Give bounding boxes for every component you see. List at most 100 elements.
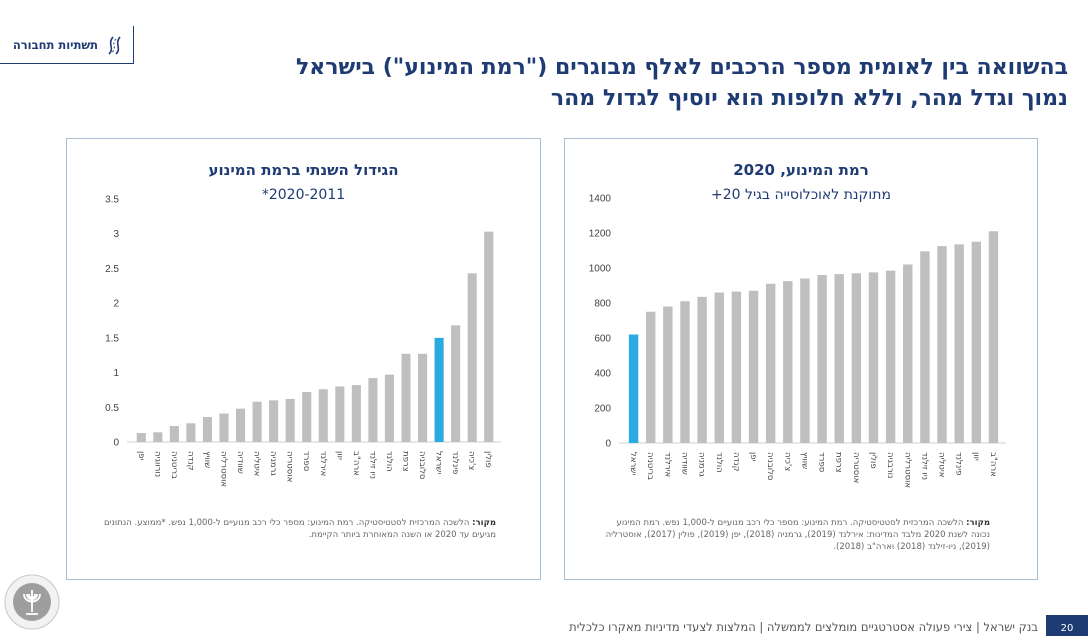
x-tick-label: פולין xyxy=(483,451,493,468)
bar xyxy=(868,272,879,443)
x-tick-label: נורווגיה xyxy=(152,451,162,477)
bar xyxy=(434,337,444,442)
x-tick-label: קנדה xyxy=(731,452,741,472)
y-tick-label: 3.5 xyxy=(105,195,119,206)
bar xyxy=(783,281,793,443)
bar xyxy=(748,290,759,443)
y-tick-label: 0.5 xyxy=(105,403,119,414)
x-tick-label: יפן xyxy=(136,451,146,461)
x-tick-label: בריטניה xyxy=(169,451,179,479)
y-tick-label: 0 xyxy=(605,439,611,450)
bar xyxy=(269,400,279,442)
x-tick-label: אוסטריה xyxy=(285,451,295,482)
bar xyxy=(335,386,345,442)
x-tick-label: אוסטרליה xyxy=(219,451,229,487)
y-tick-label: 600 xyxy=(594,334,611,345)
bar xyxy=(714,292,724,443)
bar xyxy=(903,264,913,443)
x-tick-label: הולנד xyxy=(714,452,724,473)
bar xyxy=(765,283,776,443)
y-tick-label: 0 xyxy=(113,438,119,449)
x-tick-label: ארה"ב xyxy=(988,452,998,477)
x-tick-label: יוון xyxy=(971,452,981,461)
bar xyxy=(800,278,810,443)
y-tick-label: 400 xyxy=(594,369,611,380)
source-note: מקור: הלשכה המרכזית לסטטיסטיקה. רמת המינ… xyxy=(91,517,496,541)
bar xyxy=(136,432,146,442)
bar xyxy=(186,423,196,442)
bar xyxy=(318,389,328,442)
x-tick-label: גרמניה xyxy=(268,451,278,476)
bar xyxy=(451,325,461,442)
x-tick-label: גרמניה xyxy=(697,452,707,477)
title-line-1: בהשוואה בין לאומית מספר הרכבים לאלף מבוג… xyxy=(295,55,1068,80)
x-tick-label: ספרד xyxy=(817,452,827,473)
x-tick-label: נורבגיה xyxy=(885,452,895,478)
y-tick-label: 1.5 xyxy=(105,333,119,344)
x-tick-label: שוודיה xyxy=(235,451,245,474)
bar xyxy=(235,408,246,442)
road-icon xyxy=(108,35,121,55)
x-tick-label: ניו זילנד xyxy=(367,451,377,479)
x-tick-label: צ'כיה xyxy=(467,451,477,470)
x-tick-label: אוסטריה xyxy=(851,452,861,483)
bar xyxy=(302,392,312,442)
y-tick-label: 1 xyxy=(113,368,119,379)
source-text: הלשכה המרכזית לסטטיסטיקה. רמת המינוע: מס… xyxy=(103,518,496,540)
x-tick-label: בריטניה xyxy=(645,452,655,480)
x-tick-label: יוון xyxy=(334,451,344,460)
chart-title: הגידול השנתי ברמת המינוע xyxy=(208,161,399,179)
x-tick-label: איטליה xyxy=(937,452,947,477)
growth-chart-panel: הגידול השנתי ברמת המינוע 2020-2011* 0 0.5… xyxy=(66,138,541,580)
bar xyxy=(202,417,213,442)
x-tick-label: יפן xyxy=(748,452,758,462)
bar xyxy=(680,301,690,443)
x-tick-label: שוויץ xyxy=(202,451,212,468)
bar xyxy=(628,334,639,443)
x-tick-label: איטליה xyxy=(252,451,262,476)
bar xyxy=(954,244,964,443)
x-tick-label: צ'כיה xyxy=(782,452,792,471)
bar xyxy=(401,353,411,442)
bar xyxy=(851,273,862,443)
y-tick-label: 800 xyxy=(594,299,611,310)
topic-box: תשתיות תחבורה xyxy=(0,26,134,64)
bank-of-israel-logo xyxy=(4,574,60,630)
bar xyxy=(484,231,494,442)
x-tick-label: פינלנד xyxy=(450,451,460,475)
y-tick-label: 2.5 xyxy=(105,264,119,275)
y-tick-label: 1200 xyxy=(589,229,612,240)
source-note: מקור: הלשכה המרכזית לסטטיסטיקה. רמת המינ… xyxy=(595,517,990,553)
x-tick-label: שוודיה xyxy=(679,452,689,475)
x-tick-label: ניו זילנד xyxy=(919,452,929,480)
x-tick-label: ארה"ב xyxy=(351,451,361,476)
source-label: מקור: xyxy=(966,518,990,528)
bar xyxy=(153,432,163,442)
x-tick-label: ספרד xyxy=(301,451,311,472)
motorization-chart-panel: רמת המינוע, 2020 מתוקנת לאוכלוסייה בגיל … xyxy=(564,138,1038,580)
x-tick-label: הולנד xyxy=(384,451,394,472)
x-tick-label: אירלנד xyxy=(662,452,672,477)
x-tick-label: אוסטרליה xyxy=(902,452,912,488)
x-tick-label: ישראל xyxy=(434,451,444,474)
topic-label: תשתיות תחבורה xyxy=(12,37,98,52)
bar xyxy=(645,311,656,443)
bar xyxy=(920,251,930,443)
title-line-2: נמוך וגדל מהר, וללא חלופות הוא יוסיף לגד… xyxy=(550,86,1068,111)
x-tick-label: סלובניה xyxy=(765,452,775,481)
x-tick-label: ישראל xyxy=(628,452,638,475)
growth-bar-chart: 0 0.5 1 1.5 2 2.5 3 3.5 יפן נורווגיה בריטניה קנדה שו… xyxy=(105,195,501,487)
bar xyxy=(817,275,827,443)
y-tick-label: 200 xyxy=(594,404,611,415)
slide-title: בהשוואה בין לאומית מספר הרכבים לאלף מבוג… xyxy=(168,52,1068,114)
bar xyxy=(368,378,378,442)
x-tick-label: שוויץ xyxy=(799,452,809,469)
x-tick-label: פולין xyxy=(868,452,878,469)
y-tick-label: 1400 xyxy=(589,194,612,205)
chart-title: רמת המינוע, 2020 xyxy=(733,161,869,179)
bar xyxy=(988,231,999,443)
x-tick-label: קנדה xyxy=(185,451,195,471)
bar xyxy=(285,398,295,442)
bar xyxy=(663,306,673,443)
bar xyxy=(351,385,361,442)
